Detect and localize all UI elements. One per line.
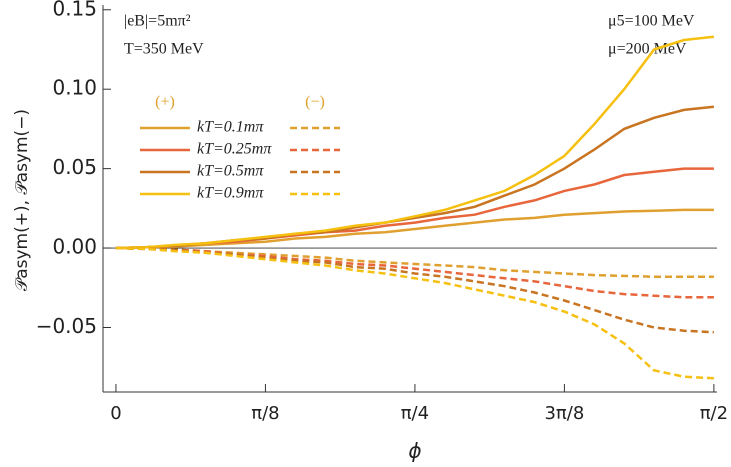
x-tick-label: π/2	[700, 403, 728, 424]
legend-label: kT=0.1mπ	[197, 119, 264, 136]
legend-label: kT=0.25mπ	[197, 141, 272, 158]
x-tick-label: π/8	[251, 403, 279, 424]
y-tick-label: 0.10	[52, 76, 97, 100]
data-line	[115, 208, 714, 250]
y-axis-label: 𝒫asym(+), 𝒫asym(−)	[12, 109, 32, 291]
data-line	[115, 35, 715, 250]
y-tick-label: −0.05	[36, 314, 97, 338]
data-line	[115, 246, 714, 380]
legend-header: (−)	[305, 94, 325, 111]
y-tick-label: 0.05	[52, 155, 97, 179]
y-tick-label: 0.00	[52, 235, 97, 259]
legend-label: kT=0.5mπ	[197, 163, 264, 180]
data-line	[115, 167, 714, 250]
legend-label: kT=0.9mπ	[197, 185, 264, 202]
annotation: |eB|=5mπ²	[124, 13, 191, 30]
data-line	[115, 246, 714, 334]
annotation: μ5=100 MeV	[608, 13, 695, 30]
legend-header: (+)	[155, 94, 175, 111]
x-tick-label: 3π/8	[544, 403, 584, 424]
x-tick-label: 0	[110, 403, 121, 424]
x-axis-label: ϕ	[408, 439, 421, 463]
annotation: T=350 MeV	[124, 41, 204, 58]
y-tick-label: 0.15	[52, 0, 97, 20]
x-tick-label: π/4	[401, 403, 429, 424]
